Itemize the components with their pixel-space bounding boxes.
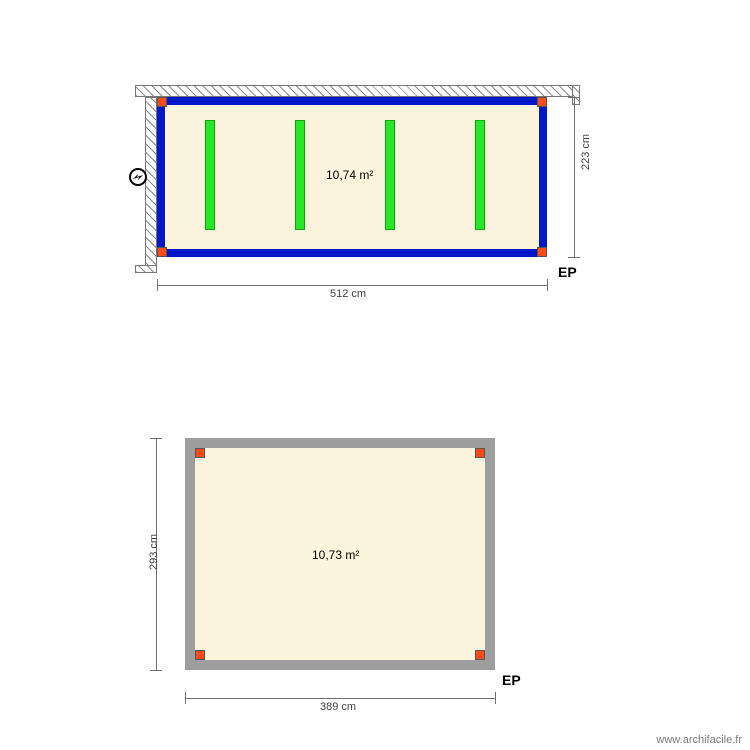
room2-dim-height-label: 293 cm — [148, 534, 160, 570]
room1-blue-bottom — [157, 249, 547, 257]
electrical-outlet-icon — [129, 168, 147, 186]
room2-dim-width-label: 389 cm — [320, 701, 356, 713]
room1-bar-2 — [295, 120, 305, 230]
room2-corner-tl — [195, 448, 205, 458]
room2-wall-top — [185, 438, 495, 448]
room2-wall-left — [185, 438, 195, 670]
room1-bar-1 — [205, 120, 215, 230]
room2-dim-width-tick-r — [495, 692, 496, 704]
room1-dim-width-tick-r — [547, 279, 548, 291]
room1-wall-left — [145, 97, 157, 273]
room1-ep-label: EP — [558, 264, 577, 280]
room1-dim-width-label: 512 cm — [330, 288, 366, 300]
room1-area-label: 10,74 m² — [326, 168, 373, 182]
room1-corner-tl — [157, 97, 167, 107]
room1-dim-height-tick-t — [568, 97, 580, 98]
room2-dim-width-line — [185, 698, 495, 699]
room2-wall-bottom — [185, 660, 495, 670]
room1-dim-width-line — [157, 285, 547, 286]
watermark: www.archifacile.fr — [656, 734, 742, 746]
room2-dim-height-tick-t — [150, 438, 162, 439]
room1-dim-height-label: 223 cm — [580, 134, 592, 170]
room1-dim-width-tick-l — [157, 279, 158, 291]
room1-dim-height-tick-b — [568, 257, 580, 258]
room2-corner-tr — [475, 448, 485, 458]
room1-wall-left-stub — [135, 265, 157, 273]
room1-blue-left — [157, 97, 165, 257]
room1-dim-height-line — [574, 97, 575, 257]
room2-dim-height-tick-b — [150, 670, 162, 671]
room1-blue-top — [157, 97, 547, 105]
room2-area-label: 10,73 m² — [312, 548, 359, 562]
room2-corner-br — [475, 650, 485, 660]
room2-ep-label: EP — [502, 672, 521, 688]
room1-bar-4 — [475, 120, 485, 230]
room1-corner-br — [537, 247, 547, 257]
room1-corner-tr — [537, 97, 547, 107]
room1-wall-top — [135, 85, 580, 97]
room2-wall-right — [485, 438, 495, 670]
room1-bar-3 — [385, 120, 395, 230]
room2-dim-width-tick-l — [185, 692, 186, 704]
room1-corner-bl — [157, 247, 167, 257]
room2-corner-bl — [195, 650, 205, 660]
room1-blue-right — [539, 97, 547, 257]
floorplan-canvas: 10,74 m² 512 cm 223 cm EP 10,73 m² 389 c… — [0, 0, 750, 750]
